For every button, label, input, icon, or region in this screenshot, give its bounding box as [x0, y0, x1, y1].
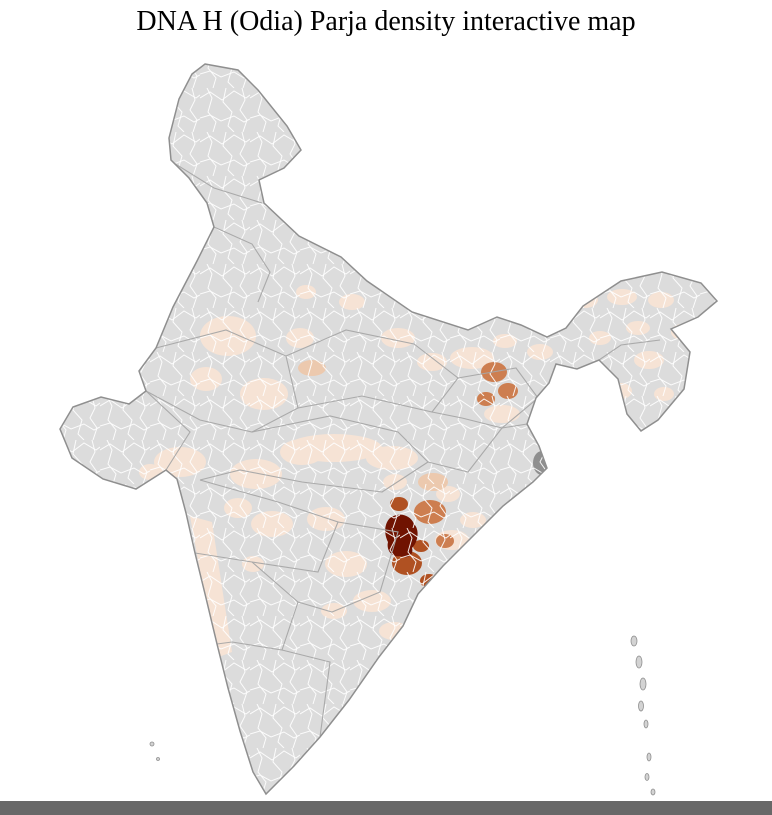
state-border-line — [194, 479, 339, 573]
island[interactable] — [635, 655, 643, 669]
state-border-line — [168, 159, 263, 204]
island[interactable] — [630, 635, 638, 647]
island[interactable] — [149, 741, 155, 747]
state-border-line — [213, 226, 271, 303]
island[interactable] — [638, 700, 644, 712]
island[interactable] — [650, 788, 656, 796]
state-border-line — [281, 649, 331, 738]
district-boundaries-texture — [60, 64, 717, 794]
india-outline — [59, 63, 719, 796]
bottom-scrollbar[interactable] — [0, 801, 772, 815]
state-border-line — [501, 423, 528, 429]
state-border-line — [431, 367, 539, 429]
metro-district[interactable] — [545, 445, 555, 455]
state-borders — [145, 159, 661, 738]
island[interactable] — [646, 752, 652, 762]
state-border-line — [598, 339, 661, 361]
island[interactable] — [643, 719, 649, 729]
state-border-line — [199, 415, 429, 493]
island[interactable] — [644, 773, 650, 781]
island[interactable] — [639, 677, 647, 691]
map-title: DNA H (Odia) Parja density interactive m… — [136, 6, 636, 37]
island[interactable] — [156, 757, 160, 761]
island-chains — [149, 635, 656, 796]
state-border-line — [297, 521, 399, 613]
state-border-line — [427, 427, 503, 473]
state-border-line — [145, 390, 191, 471]
